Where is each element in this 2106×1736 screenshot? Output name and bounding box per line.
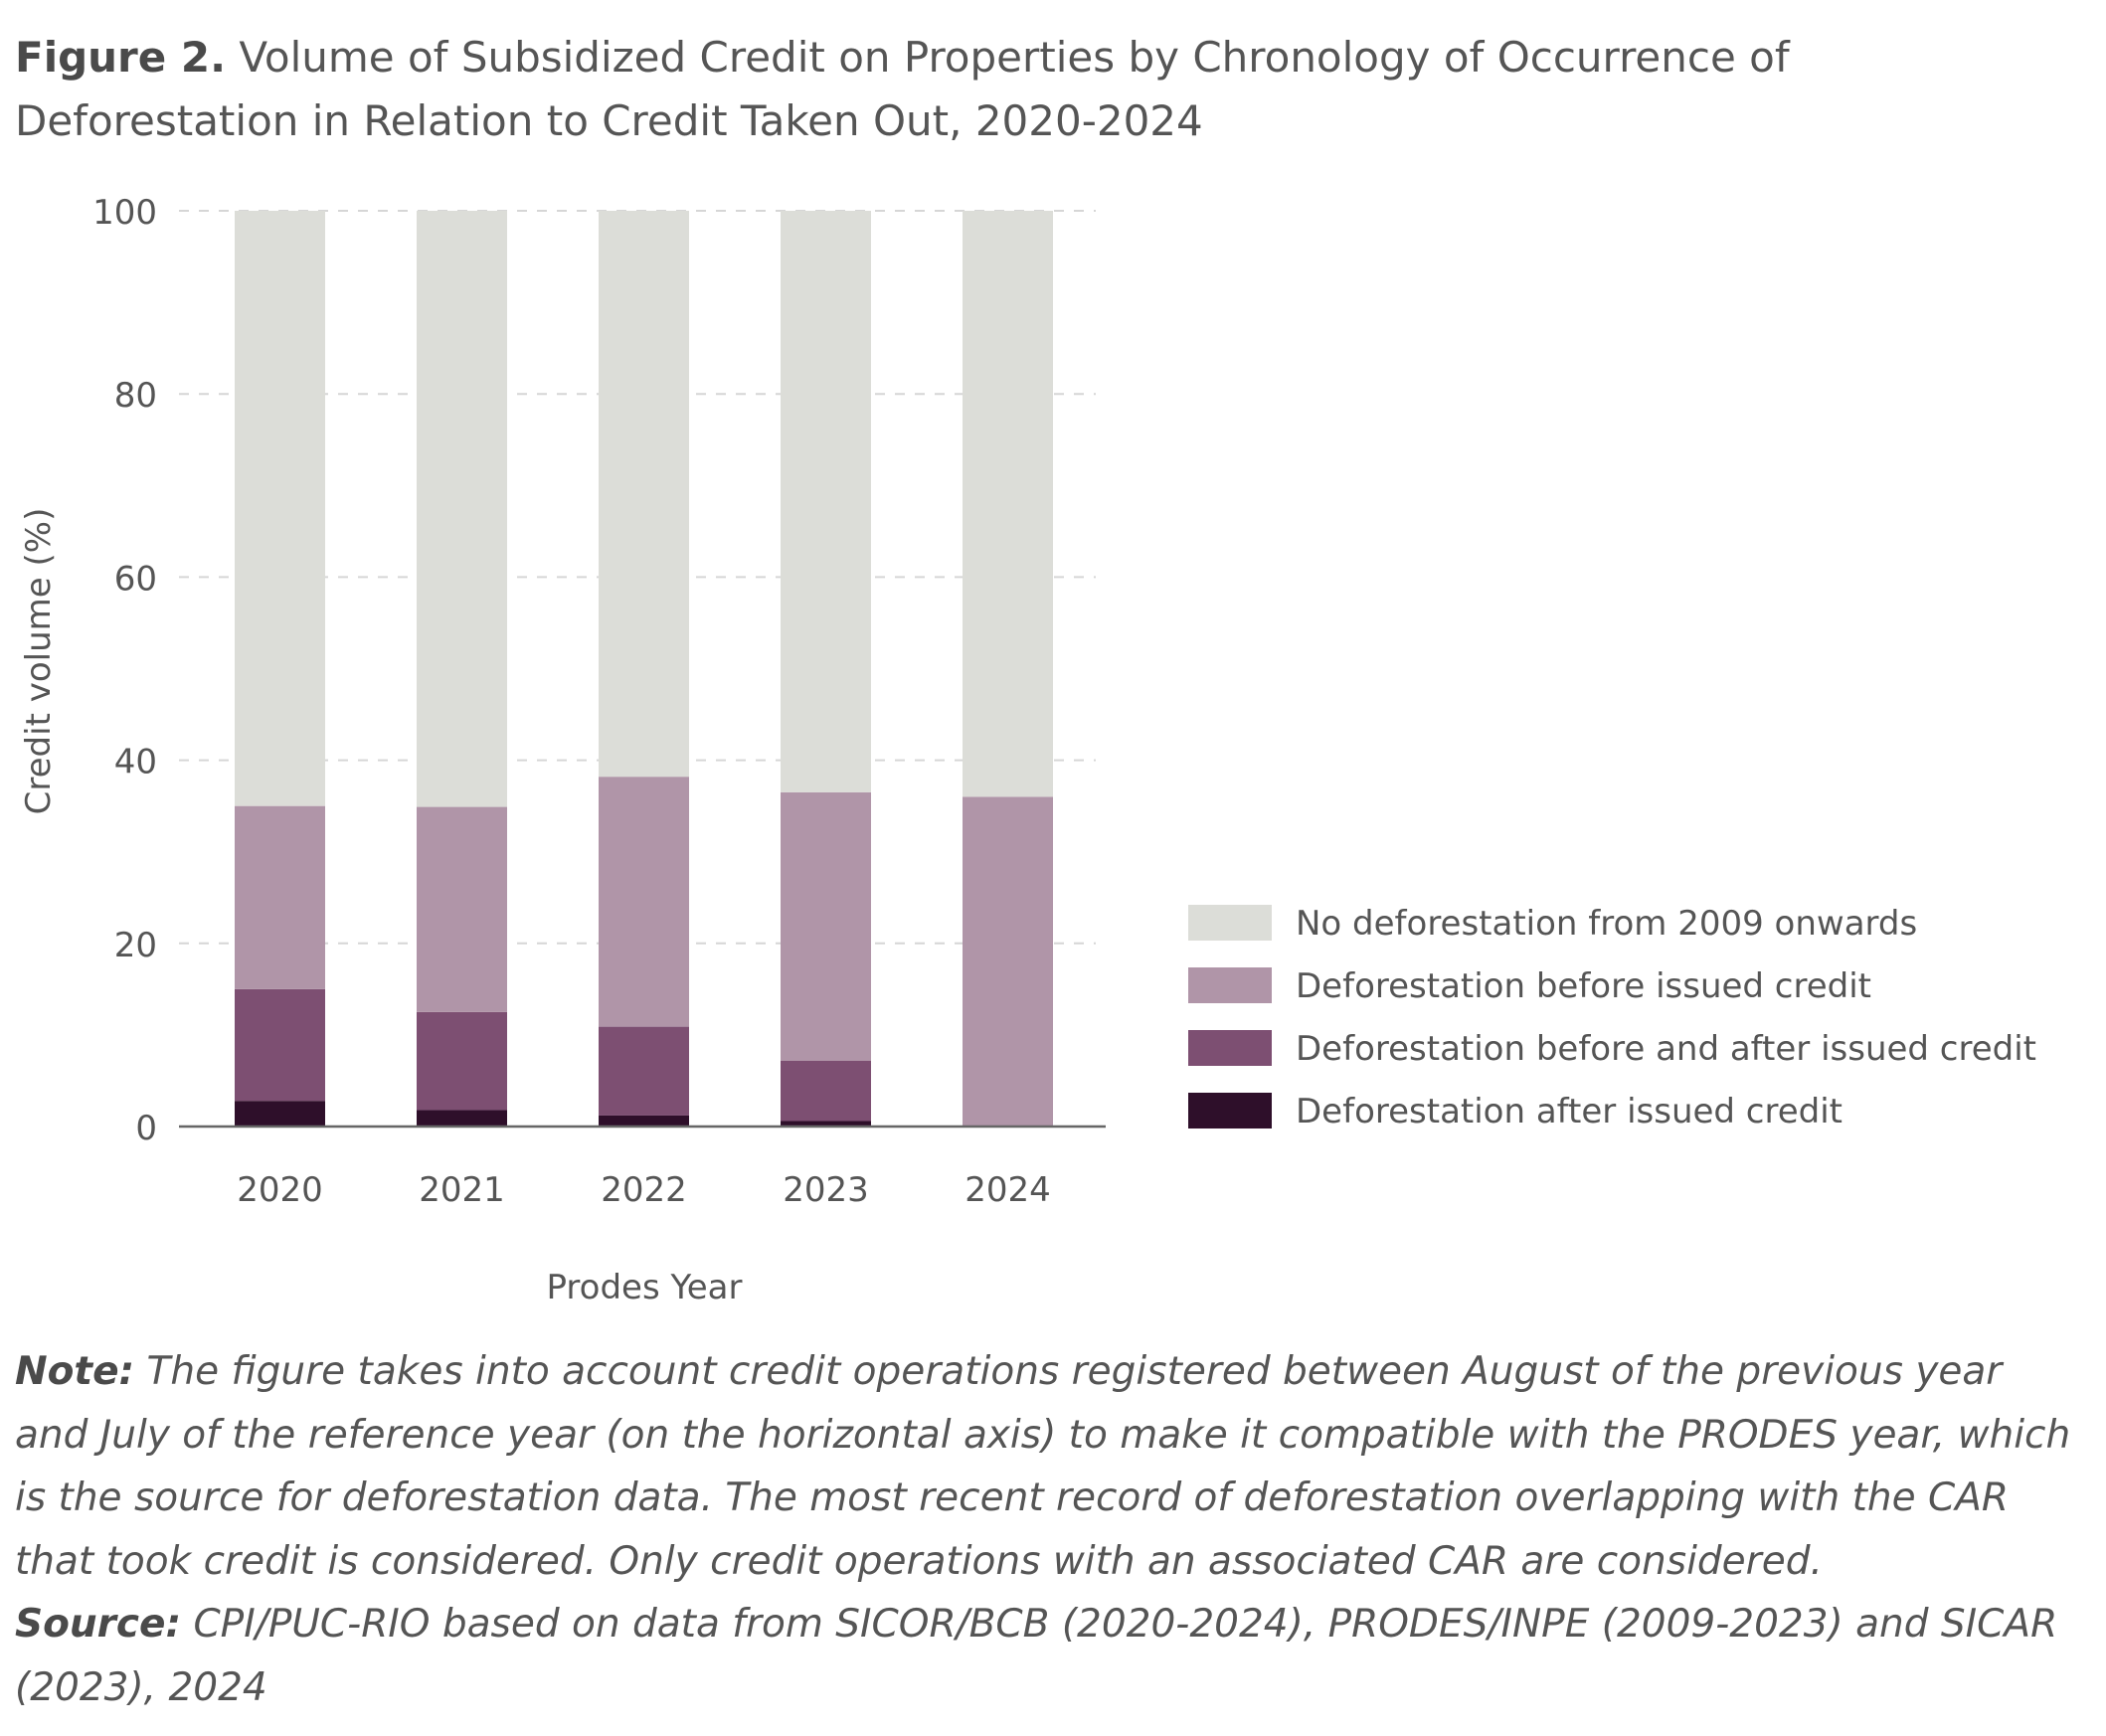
source-label: Source: — [15, 1602, 182, 1647]
y-axis-title: Credit volume (%) — [19, 508, 59, 815]
bar-segment — [417, 806, 507, 1012]
figure-title-text: Volume of Subsidized Credit on Propertie… — [15, 33, 1790, 145]
y-tick-label: 0 — [135, 1109, 157, 1148]
bar-segment — [781, 1060, 871, 1122]
note-text: The figure takes into account credit ope… — [15, 1349, 2071, 1584]
x-axis-title: Prodes Year — [547, 1268, 743, 1307]
bar-segment — [781, 791, 871, 1061]
source-text: CPI/PUC-RIO based on data from SICOR/BCB… — [15, 1602, 2058, 1710]
bar-segment — [235, 988, 325, 1102]
legend-label: Deforestation before issued credit — [1296, 966, 1871, 1006]
bar-segment — [599, 211, 689, 778]
y-tick-label: 40 — [114, 743, 157, 782]
bar-segment — [781, 1121, 871, 1127]
note-label: Note: — [15, 1349, 135, 1394]
bar-segment — [963, 211, 1053, 797]
legend-swatch — [1188, 905, 1272, 941]
note-paragraph: Note: The figure takes into account cred… — [15, 1340, 2083, 1593]
bar-segment — [963, 796, 1053, 1127]
figure-title: Figure 2. Volume of Subsidized Credit on… — [15, 26, 2063, 153]
bars — [235, 211, 1053, 1127]
legend-swatch — [1188, 1030, 1272, 1066]
source-paragraph: Source: CPI/PUC-RIO based on data from S… — [15, 1593, 2083, 1719]
bar-segment — [599, 777, 689, 1027]
bar-segment — [417, 1011, 507, 1111]
x-tick-label: 2024 — [965, 1170, 1051, 1210]
legend-swatch — [1188, 1093, 1272, 1128]
y-tick-label: 100 — [92, 193, 157, 233]
bar-segment — [235, 1101, 325, 1127]
y-tick-label: 60 — [114, 559, 157, 599]
x-tick-label: 2020 — [237, 1170, 323, 1210]
legend-label: Deforestation after issued credit — [1296, 1092, 1843, 1131]
bar-segment — [781, 211, 871, 792]
legend-label: No deforestation from 2009 onwards — [1296, 904, 1917, 944]
axes: 0 20 40 60 80 100 2020 2021 2022 2023 2024 Prodes Y… — [19, 193, 1106, 1307]
legend-swatch — [1188, 967, 1272, 1003]
x-tick-label: 2023 — [783, 1170, 869, 1210]
figure-label: Figure 2. — [15, 33, 227, 82]
figure-footer: Note: The figure takes into account cred… — [15, 1340, 2083, 1719]
y-tick-label: 80 — [114, 376, 157, 416]
bar-segment — [417, 1110, 507, 1127]
x-tick-label: 2022 — [601, 1170, 687, 1210]
x-tick-label: 2021 — [419, 1170, 505, 1210]
bar-segment — [235, 805, 325, 989]
legend: No deforestation from 2009 onwards Defore… — [1188, 904, 2036, 1131]
bar-segment — [599, 1026, 689, 1116]
bar-segment — [235, 211, 325, 806]
legend-label: Deforestation before and after issued cr… — [1296, 1029, 2036, 1069]
bar-segment — [417, 211, 507, 807]
y-tick-label: 20 — [114, 926, 157, 965]
bar-segment — [599, 1115, 689, 1127]
stacked-bar-chart: 0 20 40 60 80 100 2020 2021 2022 2023 2024 Prodes Y… — [19, 193, 2036, 1307]
